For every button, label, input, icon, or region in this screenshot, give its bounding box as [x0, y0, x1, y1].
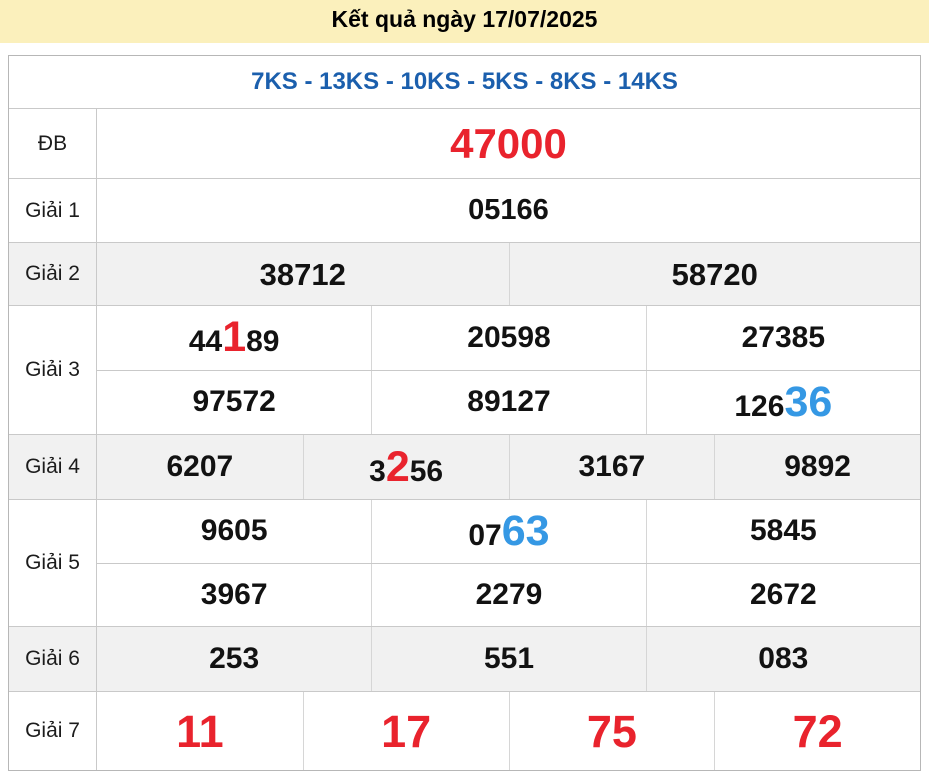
- prize-cell: 3967: [97, 564, 371, 627]
- prize-cell: 89127: [371, 370, 645, 434]
- highlighted-digit-red: 1: [222, 313, 247, 362]
- prize-number: 38712: [259, 256, 346, 292]
- prize-row-3: Giải 3 44189 20598 27385 97572: [9, 306, 920, 435]
- station-list: 7KS - 13KS - 10KS - 5KS - 8KS - 14KS: [251, 68, 678, 95]
- prize-number: 9892: [784, 450, 851, 483]
- prize-label-3: Giải 3: [9, 306, 97, 434]
- prize-cell: 20598: [371, 306, 645, 370]
- digit-group: 3: [369, 454, 386, 488]
- prize-cell: 2672: [645, 563, 920, 626]
- prize-cell: 253: [97, 627, 371, 691]
- prize-cell: 05166: [97, 179, 920, 242]
- prize-cell: 44189: [97, 306, 371, 370]
- prize-cell: 6207: [97, 435, 303, 499]
- prize-cell: 72: [714, 692, 920, 770]
- prize-label-4: Giải 4: [9, 435, 97, 499]
- prize-number: 89127: [467, 385, 551, 419]
- prize-cell: 9892: [714, 435, 920, 499]
- prize-number: 97572: [192, 385, 276, 419]
- prize-number-special: 47000: [450, 119, 567, 167]
- prize-number: 11: [176, 705, 224, 757]
- prize-number: 551: [483, 642, 535, 675]
- prize-cell: 9605: [97, 500, 371, 563]
- prize-row-6: Giải 6 253 551 083: [9, 627, 920, 692]
- prize-number: 75: [586, 705, 637, 757]
- prize-number: 20598: [467, 320, 551, 354]
- prize-row-5: Giải 5 9605 0763 5845 3967: [9, 500, 920, 627]
- digit-group: 56: [409, 454, 444, 488]
- prize-number: 3167: [578, 450, 646, 483]
- prize-cell: 38712: [97, 243, 509, 305]
- prize-number: 72: [792, 705, 843, 757]
- prize-cell: 47000: [97, 109, 920, 178]
- prize-row-4: Giải 4 6207 3256 3167 9892: [9, 435, 920, 500]
- prize-cell: 0763: [371, 500, 645, 563]
- prize-number: 5845: [749, 514, 817, 548]
- prize-cell: 17: [302, 692, 509, 770]
- prize-cell: 083: [645, 627, 920, 691]
- prize-cell: 2279: [371, 563, 645, 626]
- prize-label-1: Giải 1: [9, 179, 97, 242]
- prize-number: 17: [381, 705, 432, 757]
- prize-cell: 27385: [645, 306, 920, 370]
- prize-label-2: Giải 2: [9, 243, 97, 305]
- results-date-banner: Kết quả ngày 17/07/2025: [0, 0, 929, 43]
- prize-row-1: Giải 1 05166: [9, 179, 920, 243]
- prize-number: 0763: [468, 506, 550, 555]
- digit-group: 07: [468, 518, 502, 552]
- prize-label-7: Giải 7: [9, 692, 97, 770]
- prize-number: 2279: [475, 577, 543, 611]
- prize-cell: 11: [97, 692, 303, 770]
- prize-cell: 75: [508, 692, 715, 770]
- prize-row-special: ĐB 47000: [9, 109, 920, 179]
- prize-row-7: Giải 7 11 17 75 72: [9, 692, 920, 770]
- prize-row-2: Giải 2 38712 58720: [9, 243, 920, 306]
- prize-cell: 3256: [302, 435, 509, 499]
- highlighted-digit-blue: 36: [784, 377, 833, 426]
- prize-number: 6207: [166, 450, 234, 483]
- prize-number: 44189: [189, 316, 280, 359]
- prize-number: 12636: [734, 377, 833, 426]
- prize-number: 9605: [200, 514, 268, 548]
- prize-label-5: Giải 5: [9, 500, 97, 626]
- prize-number: 05166: [468, 194, 549, 226]
- prize-cell: 97572: [97, 371, 371, 435]
- station-list-row: 7KS - 13KS - 10KS - 5KS - 8KS - 14KS: [9, 56, 920, 109]
- highlighted-digit-blue: 63: [501, 506, 550, 555]
- prize-cell: 12636: [645, 370, 920, 434]
- prize-number: 3967: [200, 577, 268, 611]
- prize-label-special: ĐB: [9, 109, 97, 178]
- digit-group: 126: [734, 389, 785, 423]
- prize-number: 2672: [749, 577, 817, 611]
- prize-cell: 58720: [508, 243, 921, 305]
- digit-group: 89: [246, 325, 280, 359]
- prize-number: 3256: [369, 442, 444, 491]
- digit-group: 44: [188, 325, 223, 359]
- highlighted-digit-red: 2: [385, 442, 410, 491]
- prize-cell: 5845: [645, 500, 920, 563]
- prize-cell: 3167: [508, 435, 715, 499]
- prize-number: 58720: [671, 256, 758, 292]
- prize-cell: 551: [371, 627, 645, 691]
- prize-number: 27385: [741, 320, 826, 354]
- results-table: 7KS - 13KS - 10KS - 5KS - 8KS - 14KS ĐB …: [8, 55, 921, 771]
- prize-number: 083: [758, 642, 809, 675]
- results-date-title: Kết quả ngày 17/07/2025: [331, 6, 598, 32]
- prize-label-6: Giải 6: [9, 627, 97, 691]
- prize-number: 253: [209, 642, 260, 675]
